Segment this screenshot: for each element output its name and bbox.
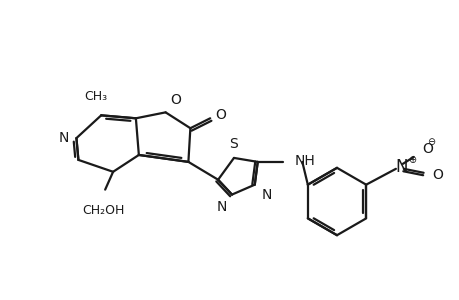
Text: ⊕: ⊕	[407, 155, 415, 165]
Text: N: N	[58, 131, 68, 145]
Text: NH: NH	[294, 154, 314, 168]
Text: ⊖: ⊖	[426, 137, 435, 147]
Text: O: O	[215, 108, 225, 122]
Text: N: N	[216, 200, 227, 214]
Text: CH₂OH: CH₂OH	[82, 205, 124, 218]
Text: O: O	[422, 142, 432, 156]
Text: O: O	[431, 168, 442, 182]
Text: CH₃: CH₃	[84, 90, 107, 104]
Text: S: S	[229, 137, 238, 151]
Text: O: O	[170, 93, 181, 107]
Text: N: N	[261, 188, 271, 202]
Text: N: N	[395, 158, 407, 176]
